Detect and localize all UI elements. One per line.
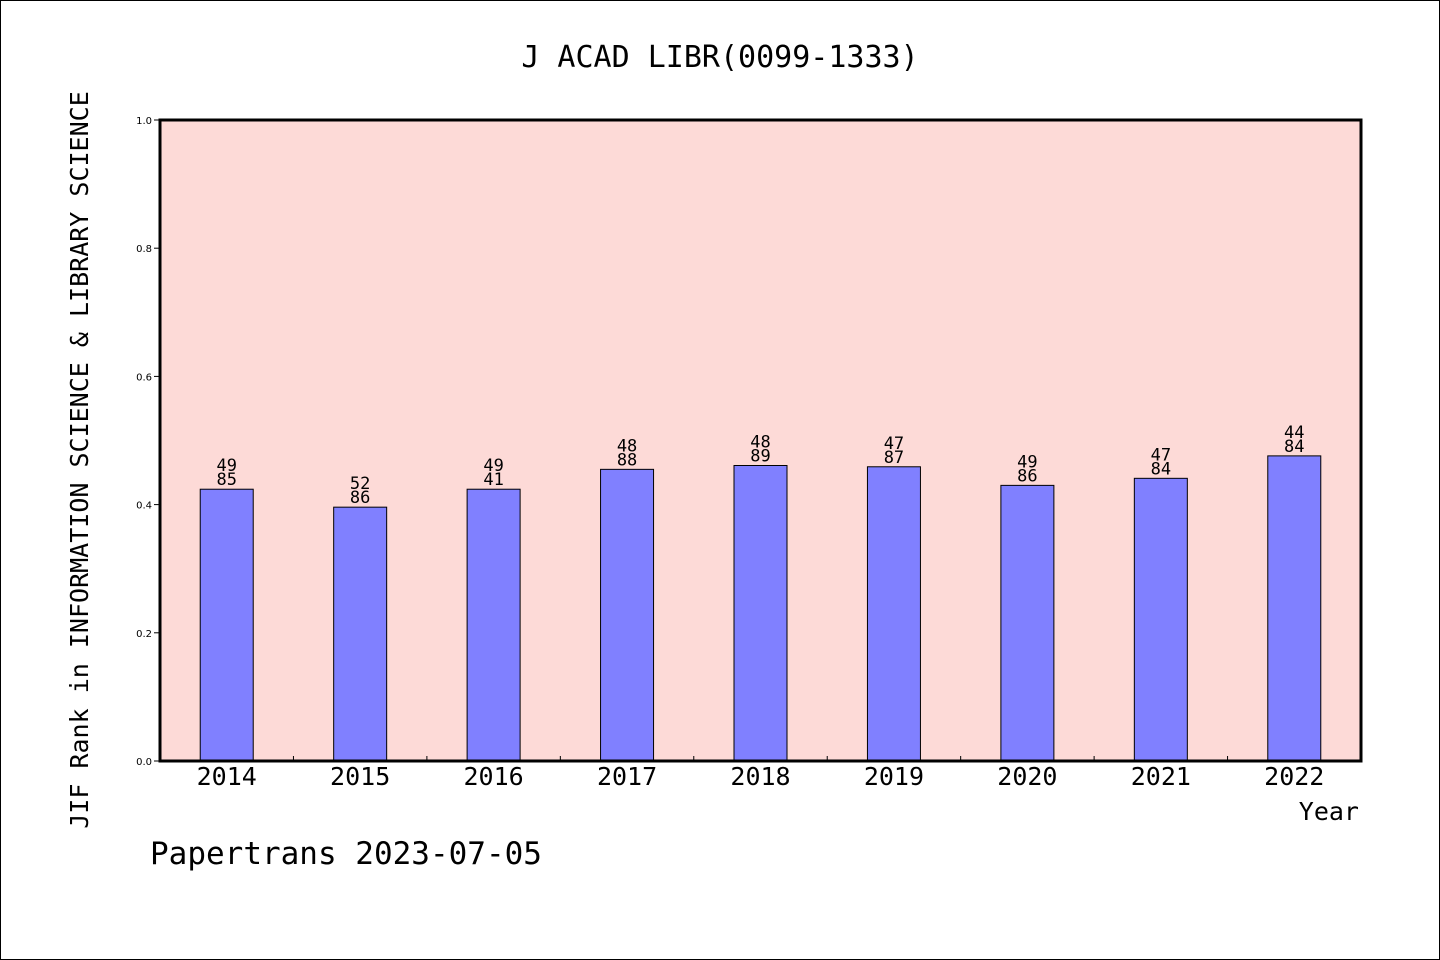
bar-value-label: 47 — [1151, 445, 1171, 465]
bar-value-label: 47 — [884, 434, 904, 454]
y-axis: 0.0 0.2 0.4 0.6 0.8 1.0 — [136, 116, 160, 768]
x-tick-label: 2018 — [730, 762, 790, 791]
bar — [1267, 455, 1322, 762]
bar-value-label: 44 — [1284, 423, 1304, 443]
bar — [333, 506, 388, 762]
bar-value-label: 52 — [350, 474, 370, 494]
watermark-text: Papertrans 2023-07-05 — [150, 836, 542, 872]
x-tick-label: 2021 — [1131, 762, 1191, 791]
bar-value-label: 41 — [483, 470, 503, 490]
bar-value-label: 86 — [1017, 466, 1037, 486]
bar-value-label: 49 — [483, 456, 503, 476]
bar — [1000, 484, 1055, 762]
bar-series — [199, 455, 1322, 762]
x-tick-label: 2016 — [464, 762, 524, 791]
y-tick-label: 1.0 — [136, 116, 152, 127]
bar-value-label: 85 — [216, 470, 236, 490]
x-tick-label: 2017 — [597, 762, 657, 791]
y-tick-label: 0.0 — [136, 757, 152, 768]
bar-value-label: 48 — [617, 436, 637, 456]
y-tick-label: 0.8 — [136, 244, 152, 255]
chart-title: J ACAD LIBR(0099-1333) — [521, 40, 918, 75]
bar-value-label: 84 — [1151, 459, 1171, 479]
y-tick-label: 0.6 — [136, 372, 152, 383]
x-tick-label: 2019 — [864, 762, 924, 791]
bar-value-label: 49 — [216, 456, 236, 476]
bar-value-label: 48 — [750, 432, 770, 452]
bar-value-label: 86 — [350, 488, 370, 508]
bar-value-label: 84 — [1284, 437, 1304, 457]
y-tick-label: 0.2 — [136, 629, 152, 640]
x-tick-label: 2014 — [197, 762, 257, 791]
bar — [866, 466, 921, 762]
bar-value-label: 87 — [884, 448, 904, 468]
bar-value-label: 88 — [617, 450, 637, 470]
bar — [199, 488, 254, 762]
y-axis-label: JIF Rank in INFORMATION SCIENCE & LIBRAR… — [65, 91, 94, 829]
bar-value-label: 89 — [750, 446, 770, 466]
x-axis: 2014 2015 2016 2017 2018 2019 2020 2021 2022 — [197, 756, 1324, 791]
bar — [1133, 477, 1188, 762]
plot-border — [158, 118, 1363, 763]
x-axis-label: Year — [1299, 797, 1359, 826]
bar — [466, 488, 521, 762]
x-tick-label: 2020 — [997, 762, 1057, 791]
y-tick-label: 0.4 — [136, 501, 152, 512]
bar-value-label: 49 — [1017, 452, 1037, 472]
x-tick-label: 2022 — [1264, 762, 1324, 791]
x-tick-label: 2015 — [330, 762, 390, 791]
bar — [600, 468, 655, 762]
bar — [733, 464, 788, 762]
